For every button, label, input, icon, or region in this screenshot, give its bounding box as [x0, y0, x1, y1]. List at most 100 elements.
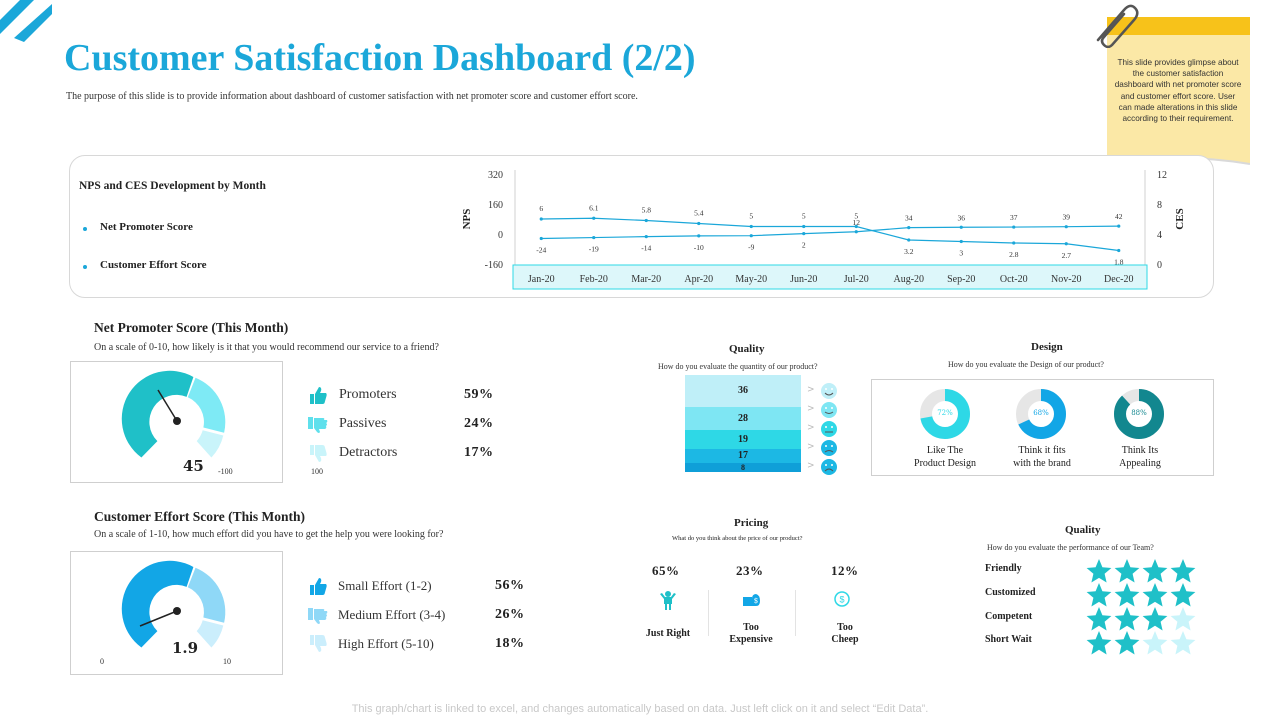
- pricing-question: What do you think about the price of our…: [672, 535, 803, 542]
- ces-item-label: Medium Effort (3-4): [338, 607, 446, 622]
- x-axis-band: [512, 264, 1148, 290]
- star-icon: [1114, 559, 1140, 583]
- nps-ces-line-chart: 320 160 0 -160 12 8 4 0 NPS CES Jan-20 Feb-20 Mar-20…: [461, 170, 1186, 290]
- nps-data-label: 42: [1115, 212, 1123, 221]
- ces-item-pct: 26%: [495, 607, 525, 622]
- page-title: Customer Satisfaction Dashboard (2/2): [64, 37, 696, 79]
- nps-title: Net Promoter Score (This Month): [94, 320, 289, 335]
- ces-series-line: [541, 217, 1119, 252]
- footer-note: This graph/chart is linked to excel, and…: [351, 703, 929, 715]
- ces-data-label: 5: [802, 212, 806, 221]
- nps-data-label: 37: [1010, 213, 1018, 222]
- nps-series-line: [541, 225, 1119, 240]
- pricing-pct: 23%: [736, 563, 764, 578]
- nps-item-label: Passives: [339, 416, 387, 431]
- thumbs-down-icon: [310, 445, 327, 462]
- chevron-right-icon: >: [807, 461, 815, 471]
- team-quality-question: How do you evaluate the performance of o…: [987, 543, 1154, 552]
- legend-ces: Customer Effort Score: [100, 259, 207, 271]
- y2-tick-label: 4: [1157, 230, 1162, 241]
- thumbs-sideways-icon: [308, 417, 328, 433]
- quality-question: How do you evaluate the quantity of our …: [658, 362, 818, 371]
- pricing-divider: [708, 590, 709, 636]
- legend-nps: Net Promoter Score: [100, 221, 193, 233]
- dollar-coin-icon: $: [834, 591, 850, 607]
- x-tick-label: Mar-20: [631, 274, 661, 285]
- sticky-note-text: This slide provides glimpse about the cu…: [1114, 58, 1242, 124]
- x-tick-label: Jul-20: [844, 274, 869, 285]
- chevron-right-icon: >: [807, 423, 815, 433]
- nps-point: [1117, 224, 1121, 228]
- thumbs-up-icon: [310, 387, 327, 404]
- star-icon: [1170, 559, 1196, 583]
- design-donut: [1016, 389, 1066, 439]
- quality-bar: 36: [685, 375, 801, 407]
- corner-stripes-decoration: [0, 0, 52, 42]
- ces-point: [697, 221, 701, 226]
- pricing-pct: 65%: [652, 563, 680, 578]
- x-tick-label: Dec-20: [1104, 274, 1133, 285]
- nps-data-label: 12: [853, 218, 861, 227]
- nps-value: 45: [183, 457, 204, 475]
- ces-value: 1.9: [172, 639, 199, 657]
- nps-data-label: 2: [802, 241, 806, 250]
- nps-point: [1064, 225, 1068, 229]
- ces-data-label: 5: [749, 212, 753, 221]
- ces-point: [854, 224, 858, 229]
- ces-data-label: 6.1: [589, 203, 599, 212]
- nps-min-label: -100: [218, 467, 233, 476]
- star-icon: [1114, 631, 1140, 655]
- nps-question: On a scale of 0-10, how likely is it tha…: [94, 342, 439, 353]
- sticky-note: [1107, 17, 1250, 167]
- ces-min-label: 0: [100, 657, 104, 666]
- y-tick-label: -160: [485, 260, 503, 271]
- y2-tick-label: 0: [1157, 260, 1162, 271]
- nps-data-label: 36: [958, 213, 966, 222]
- quality-bar: 28: [685, 407, 801, 430]
- y2-tick-label: 12: [1157, 170, 1167, 181]
- ces-point: [1012, 241, 1016, 245]
- design-donut-pct: 68%: [1033, 409, 1049, 417]
- design-donut-pct: 88%: [1131, 409, 1147, 417]
- quality-title: Quality: [729, 343, 765, 355]
- star-row-label: Competent: [985, 611, 1033, 622]
- nps-gauge: [121, 370, 226, 458]
- ces-gauge: [121, 560, 226, 648]
- x-tick-label: Feb-20: [580, 274, 608, 285]
- nps-point: [907, 226, 911, 230]
- nps-data-label: 39: [1063, 213, 1071, 222]
- nps-item-pct: 24%: [464, 416, 494, 431]
- star-rating-grid: [1086, 559, 1196, 655]
- pricing-label: Too Cheep: [831, 622, 859, 645]
- star-icon: [1114, 583, 1140, 607]
- page-subtitle: The purpose of this slide is to provide …: [66, 91, 638, 102]
- ces-data-label: 2.8: [1009, 250, 1019, 259]
- ces-point: [1117, 248, 1121, 253]
- pricing-pct: 12%: [831, 563, 859, 578]
- ces-point: [592, 216, 596, 220]
- svg-text:$: $: [839, 595, 844, 605]
- nps-point: [1012, 225, 1016, 229]
- chevron-right-icon: >: [807, 385, 815, 395]
- nps-point: [854, 230, 858, 234]
- star-icon: [1114, 607, 1140, 631]
- nps-point: [697, 234, 701, 238]
- star-icon: [1142, 631, 1168, 655]
- nps-data-label: -24: [536, 246, 546, 255]
- nps-point: [592, 235, 596, 240]
- ces-item-label: High Effort (5-10): [338, 636, 434, 651]
- x-tick-label: Aug-20: [893, 274, 924, 285]
- chevron-right-icon: >: [807, 442, 815, 452]
- ces-item-pct: 18%: [495, 636, 525, 651]
- star-icon: [1086, 607, 1112, 631]
- x-tick-label: Jun-20: [790, 274, 817, 285]
- y-axis-title: NPS: [461, 209, 473, 230]
- ces-data-label: 5.4: [694, 209, 704, 218]
- y-tick-label: 160: [488, 200, 503, 211]
- chart-title: NPS and CES Development by Month: [79, 180, 266, 192]
- design-label: Like The Product Design: [914, 445, 976, 469]
- rating-faces-icons: [821, 383, 837, 475]
- ces-data-label: 3: [959, 249, 963, 258]
- ces-item-label: Small Effort (1-2): [338, 578, 432, 593]
- quality-bar: 19: [685, 430, 801, 449]
